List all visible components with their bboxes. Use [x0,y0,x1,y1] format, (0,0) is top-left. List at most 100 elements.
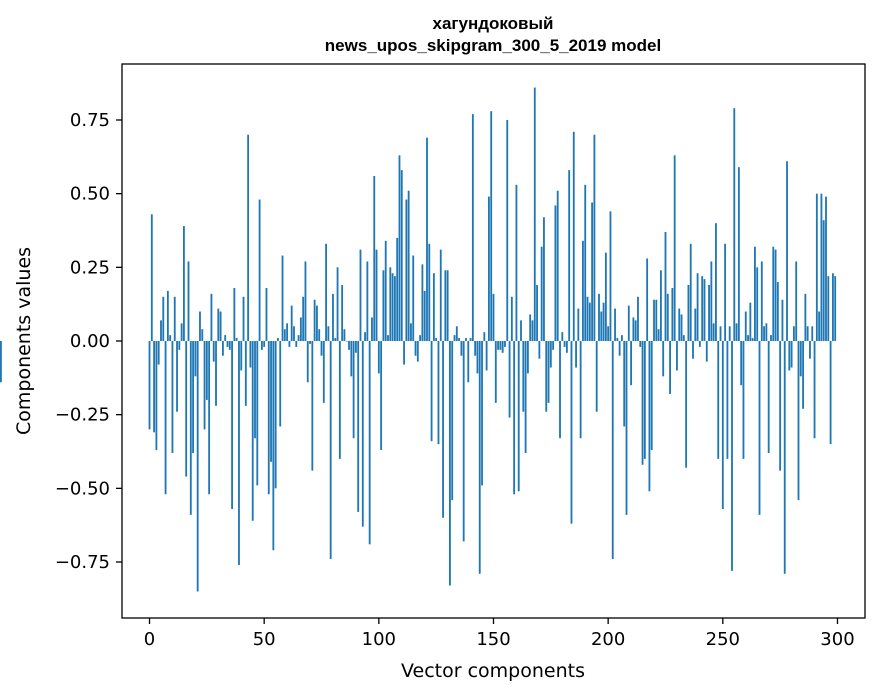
bar [407,190,410,341]
bar [682,335,685,341]
bar [410,323,412,341]
bar [623,341,626,427]
bar [510,296,513,341]
bar [582,240,584,341]
bar [829,341,832,445]
bar [476,341,479,374]
bar [602,302,605,341]
bar [554,205,557,341]
bar [267,341,270,495]
bar [765,323,768,341]
bar [772,246,775,341]
bar [724,243,727,341]
x-tick-label: 50 [253,629,276,650]
y-axis-ticks: −0.75 −0.50 −0.25 0.00 0.25 0.50 0.75 [55,110,122,573]
bar [591,202,594,341]
bar [632,317,635,341]
bar [380,341,383,451]
bar [659,270,662,341]
bar [453,335,456,341]
bar [604,252,607,341]
bar [357,341,360,512]
bar [183,226,185,341]
bar [577,308,580,341]
bar [747,335,749,341]
bar [240,341,243,371]
bar [751,338,754,341]
bar [311,341,314,471]
bar [694,308,697,341]
y-tick-label: 0.00 [70,331,110,352]
x-axis-ticks: 0 50 100 150 200 250 300 [144,618,855,650]
bar [428,243,431,341]
bar [455,326,458,341]
bar [696,273,699,341]
bar [809,341,811,359]
bar [423,290,426,341]
y-tick-label: −0.50 [55,478,110,499]
bar [735,323,738,341]
bar [169,335,172,341]
bar [203,341,206,430]
bar [625,341,628,515]
bar [180,323,183,341]
bar [375,249,378,341]
bar [256,341,259,486]
bar [221,341,224,356]
bar [366,261,369,341]
bar [437,341,440,445]
bar [295,341,298,347]
bar [664,231,667,341]
bar [520,320,522,341]
bar [763,326,766,341]
x-tick-label: 150 [476,629,510,650]
bar [522,341,525,412]
bar [749,302,752,341]
bar [384,240,387,341]
bar [488,196,490,341]
bar [614,308,616,341]
bar [219,311,222,341]
bar [286,323,289,341]
bar [517,341,520,492]
bar [274,341,277,489]
bar [756,267,759,341]
bar [238,341,240,565]
bar [568,170,571,341]
bar [201,329,204,341]
bar [792,326,795,341]
bar [478,341,481,574]
bar [0,341,2,383]
bar [506,119,509,342]
bar [377,341,380,374]
bar [795,261,798,341]
bar [538,341,541,359]
bar [641,341,644,465]
bar [338,341,341,459]
bar [173,296,176,341]
bar [770,335,772,341]
chart-subtitle: news_upos_skipgram_300_5_2019 model [325,36,661,55]
bar [758,341,761,515]
bar [689,243,692,341]
bar [504,341,506,347]
bar [666,293,669,341]
bar [279,341,282,427]
bar [797,341,800,501]
bar [515,184,518,341]
x-tick-label: 300 [820,629,854,650]
bar [717,341,720,459]
bar [556,190,559,341]
bar [210,293,213,341]
bar [327,326,330,341]
bar [373,175,376,341]
bar [533,87,536,341]
bar [552,341,555,350]
bar [526,341,529,374]
bar [678,308,681,341]
y-tick-label: −0.25 [55,405,110,426]
bar [334,338,337,341]
bar [822,220,825,341]
bar [460,341,463,356]
